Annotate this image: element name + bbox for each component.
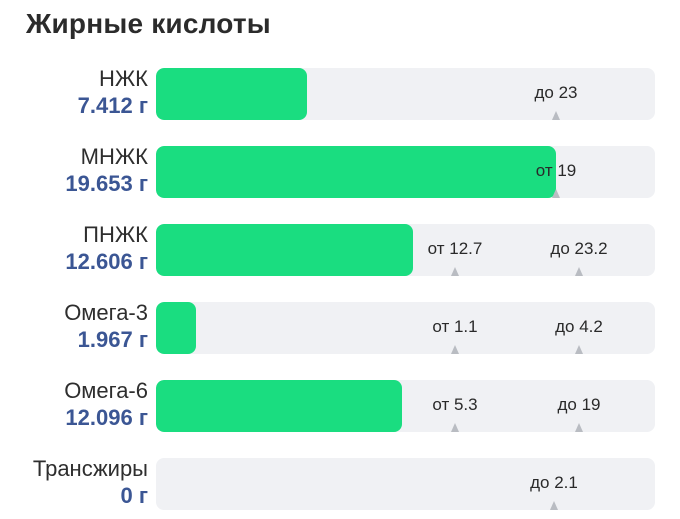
- nutrient-row-nzhk: НЖК 7.412 г до 23: [0, 65, 680, 121]
- section-title: Жирные кислоты: [26, 8, 271, 39]
- nutrient-value: 12.606 г: [65, 249, 148, 274]
- progress-fill: [156, 380, 403, 432]
- norm-marker-label: до 23.2: [550, 239, 608, 258]
- marker-triangle-icon: [575, 423, 583, 432]
- nutrient-row-mnzhk: МНЖК 19.653 г от 19: [0, 143, 680, 199]
- nutrient-label: МНЖК 19.653 г: [0, 143, 148, 197]
- marker-triangle-icon: [575, 345, 583, 354]
- nutrient-label: НЖК 7.412 г: [0, 65, 148, 119]
- nutrient-value: 1.967 г: [77, 327, 148, 352]
- progress-fill: [156, 302, 197, 354]
- marker-triangle-icon: [552, 111, 560, 120]
- nutrient-name: Омега-3: [64, 300, 148, 325]
- marker-triangle-icon: [451, 267, 459, 276]
- nutrient-row-pnzhk: ПНЖК 12.606 г от 12.7 до 23.2: [0, 221, 680, 277]
- norm-marker-label: от 1.1: [432, 317, 478, 336]
- nutrient-name: МНЖК: [80, 144, 148, 169]
- norm-marker-label: до 19: [557, 395, 601, 414]
- progress-track: до 2.1: [156, 458, 655, 510]
- nutrient-label: ПНЖК 12.606 г: [0, 221, 148, 275]
- progress-fill: [156, 146, 557, 198]
- nutrient-name: Омега-6: [64, 378, 148, 403]
- progress-fill: [156, 224, 413, 276]
- norm-marker-label: до 2.1: [530, 473, 578, 492]
- norm-marker-label: от 19: [535, 161, 577, 180]
- marker-triangle-icon: [451, 345, 459, 354]
- nutrient-name: НЖК: [98, 66, 148, 91]
- nutrient-row-trans: Трансжиры 0 г до 2.1: [0, 455, 680, 511]
- nutrient-value: 12.096 г: [65, 405, 148, 430]
- progress-track: от 12.7 до 23.2: [156, 224, 655, 276]
- marker-triangle-icon: [575, 267, 583, 276]
- norm-marker-label: до 23: [534, 83, 578, 102]
- nutrient-label: Трансжиры 0 г: [0, 455, 148, 509]
- norm-marker-label: до 4.2: [555, 317, 603, 336]
- progress-track: от 5.3 до 19: [156, 380, 655, 432]
- nutrient-value: 19.653 г: [65, 171, 148, 196]
- nutrient-label: Омега-6 12.096 г: [0, 377, 148, 431]
- norm-marker-label: от 5.3: [432, 395, 478, 414]
- nutrient-value: 0 г: [120, 483, 148, 508]
- progress-track: от 1.1 до 4.2: [156, 302, 655, 354]
- nutrient-name: ПНЖК: [83, 222, 148, 247]
- nutrient-label: Омега-3 1.967 г: [0, 299, 148, 353]
- nutrient-value: 7.412 г: [77, 93, 148, 118]
- progress-fill: [156, 68, 307, 120]
- nutrient-name: Трансжиры: [32, 456, 148, 481]
- marker-triangle-icon: [550, 501, 558, 510]
- nutrient-row-omega6: Омега-6 12.096 г от 5.3 до 19: [0, 377, 680, 433]
- marker-triangle-icon: [451, 423, 459, 432]
- nutrient-row-omega3: Омега-3 1.967 г от 1.1 до 4.2: [0, 299, 680, 355]
- progress-track: до 23: [156, 68, 655, 120]
- progress-track: от 19: [156, 146, 655, 198]
- norm-marker-label: от 12.7: [427, 239, 483, 258]
- marker-triangle-icon: [552, 189, 560, 198]
